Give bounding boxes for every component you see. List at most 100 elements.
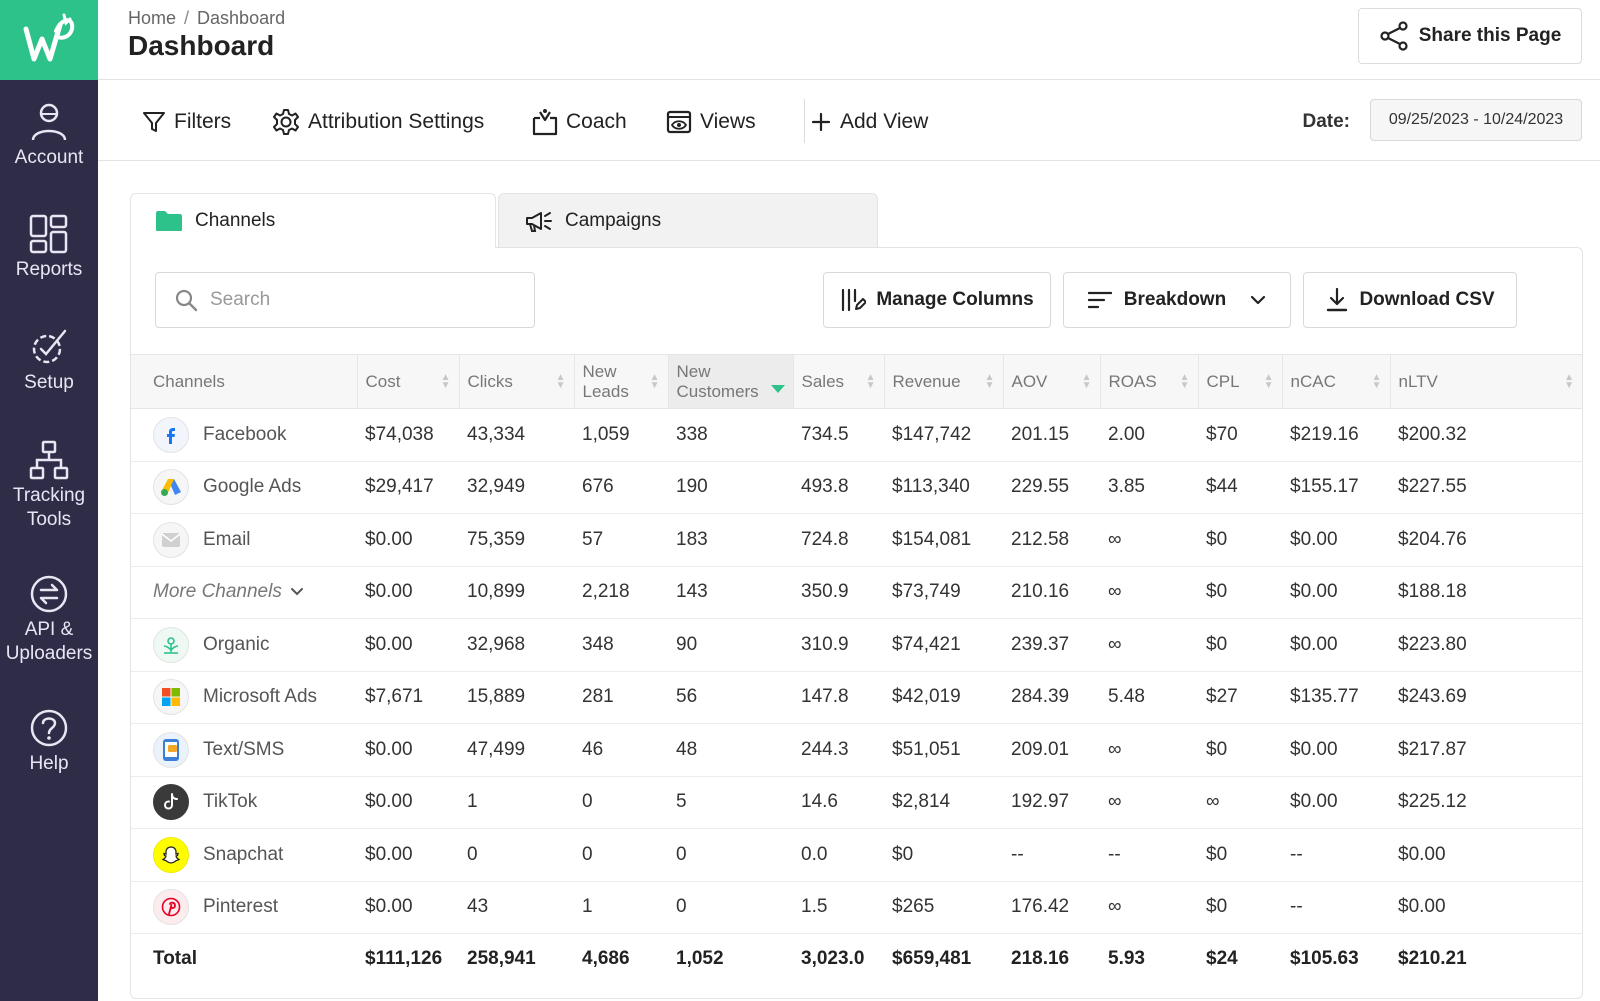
column-header-ncac[interactable]: nCAC ▲ ▼ xyxy=(1282,354,1391,409)
column-header-sales[interactable]: Sales ▲ ▼ xyxy=(793,354,885,409)
tab-campaigns[interactable]: Campaigns xyxy=(498,193,878,248)
channel-name[interactable]: Organic xyxy=(203,633,270,655)
ncac-cell: $0.00 xyxy=(1282,566,1390,619)
column-header-cpl[interactable]: CPL ▲ ▼ xyxy=(1198,354,1283,409)
cpl-cell: ∞ xyxy=(1198,776,1282,829)
channel-name[interactable]: Microsoft Ads xyxy=(203,686,318,708)
channels-table: Channels Cost ▲ ▼ Clicks ▲ ▼ New Leads ▲ ▼ New… xyxy=(131,354,1582,984)
gear-icon xyxy=(273,109,299,135)
nltv-cell: $200.32 xyxy=(1390,408,1582,462)
table-header-row: Channels Cost ▲ ▼ Clicks ▲ ▼ New Leads ▲ ▼ New… xyxy=(131,354,1582,409)
filters-button[interactable]: Filters xyxy=(142,105,231,139)
aov-cell: 192.97 xyxy=(1003,776,1100,829)
coach-button[interactable]: Coach xyxy=(532,105,627,139)
channel-name[interactable]: TikTok xyxy=(203,791,258,813)
sidebar-item-api-uploaders[interactable]: API & Uploaders xyxy=(0,574,98,666)
revenue-cell: $0 xyxy=(884,828,1003,882)
column-header-channels[interactable]: Channels xyxy=(131,354,358,409)
table-row[interactable]: Organic $0.00 32,968 348 90 310.9 $74,42… xyxy=(131,618,1582,672)
cpl-cell: $0 xyxy=(1198,566,1282,619)
filters-label: Filters xyxy=(174,110,232,133)
sidebar-item-reports[interactable]: Reports xyxy=(0,214,98,282)
share-label: Share this Page xyxy=(1418,25,1562,46)
new-customers-cell: 190 xyxy=(668,461,793,514)
table-row[interactable]: Snapchat $0.00 0 0 0 0.0 $0 -- -- $0 -- … xyxy=(131,828,1582,882)
channel-name[interactable]: Google Ads xyxy=(203,476,302,498)
breadcrumb-home[interactable]: Home xyxy=(128,8,177,28)
attribution-settings-label: Attribution Settings xyxy=(308,110,485,133)
table-row[interactable]: Email $0.00 75,359 57 183 724.8 $154,081… xyxy=(131,513,1582,567)
total-revenue: $659,481 xyxy=(892,947,972,969)
new-customers-cell: 90 xyxy=(668,618,793,672)
new-leads-cell: 1 xyxy=(574,881,668,934)
chevron-down-icon xyxy=(290,588,303,596)
column-header-clicks[interactable]: Clicks ▲ ▼ xyxy=(459,354,575,409)
clicks-cell: 32,949 xyxy=(459,461,574,514)
tab-channels[interactable]: Channels xyxy=(130,193,496,248)
nltv-cell: $188.18 xyxy=(1390,566,1582,619)
views-button[interactable]: Views xyxy=(666,105,756,139)
snapchat-icon xyxy=(153,836,189,873)
roas-cell: -- xyxy=(1100,828,1198,882)
sales-cell: 493.8 xyxy=(793,461,884,514)
channel-name[interactable]: Pinterest xyxy=(203,896,278,918)
channel-name[interactable]: Facebook xyxy=(203,423,287,445)
sidebar-item-help[interactable]: Help xyxy=(0,708,98,776)
sales-cell: 1.5 xyxy=(793,881,884,934)
coach-icon xyxy=(532,109,558,136)
add-view-button[interactable]: Add View xyxy=(810,105,928,139)
channel-name[interactable]: Snapchat xyxy=(203,843,284,865)
search-input[interactable] xyxy=(210,289,510,311)
grid-icon xyxy=(29,214,68,254)
date-range-picker[interactable]: 09/25/2023 - 10/24/2023 xyxy=(1370,99,1582,141)
sidebar-item-label: API & Uploaders xyxy=(5,619,93,664)
attribution-settings-button[interactable]: Attribution Settings xyxy=(272,105,484,139)
column-header-roas[interactable]: ROAS ▲ ▼ xyxy=(1100,354,1199,409)
cpl-cell: $0 xyxy=(1198,723,1282,777)
breakdown-label: Breakdown xyxy=(1123,289,1227,310)
list-icon xyxy=(1087,291,1112,309)
new-leads-cell: 1,059 xyxy=(574,408,668,462)
breadcrumb-separator: / xyxy=(184,8,190,28)
revenue-cell: $2,814 xyxy=(884,776,1003,829)
table-row[interactable]: Microsoft Ads $7,671 15,889 281 56 147.8… xyxy=(131,671,1582,724)
cost-cell: $0.00 xyxy=(357,881,459,934)
sidebar-item-tracking-tools[interactable]: Tracking Tools xyxy=(0,440,98,532)
column-header-aov[interactable]: AOV ▲ ▼ xyxy=(1003,354,1101,409)
table-row-group[interactable]: More Channels $0.00 10,899 2,218 143 350… xyxy=(131,566,1582,619)
cost-cell: $29,417 xyxy=(357,461,459,514)
breakdown-dropdown[interactable]: Breakdown xyxy=(1063,272,1291,328)
brand-logo[interactable] xyxy=(0,0,98,80)
table-row[interactable]: Facebook $74,038 43,334 1,059 338 734.5 … xyxy=(131,408,1582,462)
sort-icon: ▲ ▼ xyxy=(1179,371,1190,391)
column-header-new-leads[interactable]: New Leads ▲ ▼ xyxy=(574,354,669,409)
breadcrumb: Home / Dashboard xyxy=(128,8,285,29)
sort-icon: ▲ ▼ xyxy=(555,371,566,391)
more-channels-toggle[interactable]: More Channels xyxy=(153,581,357,603)
table-row[interactable]: Pinterest $0.00 43 1 0 1.5 $265 176.42 ∞… xyxy=(131,881,1582,934)
table-row[interactable]: TikTok $0.00 1 0 5 14.6 $2,814 192.97 ∞ … xyxy=(131,776,1582,829)
roas-cell: 5.48 xyxy=(1100,671,1198,724)
sidebar-item-account[interactable]: Account xyxy=(0,102,98,170)
nltv-cell: $243.69 xyxy=(1390,671,1582,724)
column-header-cost[interactable]: Cost ▲ ▼ xyxy=(357,354,460,409)
column-header-nltv[interactable]: nLTV ▲ ▼ xyxy=(1390,354,1582,409)
table-row[interactable]: Text/SMS $0.00 47,499 46 48 244.3 $51,05… xyxy=(131,723,1582,777)
sidebar-item-label: Account xyxy=(14,147,84,168)
download-csv-button[interactable]: Download CSV xyxy=(1303,272,1517,328)
column-header-revenue[interactable]: Revenue ▲ ▼ xyxy=(884,354,1004,409)
channel-name[interactable]: Text/SMS xyxy=(203,738,285,760)
channel-cell: Google Ads xyxy=(131,461,357,514)
manage-columns-button[interactable]: Manage Columns xyxy=(823,272,1051,328)
sidebar-item-setup[interactable]: Setup xyxy=(0,327,98,395)
table-row[interactable]: Google Ads $29,417 32,949 676 190 493.8 … xyxy=(131,461,1582,514)
search-box[interactable] xyxy=(155,272,535,328)
share-page-button[interactable]: Share this Page xyxy=(1358,8,1582,64)
channel-cell: TikTok xyxy=(131,776,357,829)
column-header-new-customers[interactable]: New Customers xyxy=(668,354,794,409)
sales-cell: 14.6 xyxy=(793,776,884,829)
new-leads-cell: 281 xyxy=(574,671,668,724)
channel-name[interactable]: Email xyxy=(203,528,251,550)
user-icon xyxy=(31,103,67,141)
help-icon xyxy=(30,709,68,747)
